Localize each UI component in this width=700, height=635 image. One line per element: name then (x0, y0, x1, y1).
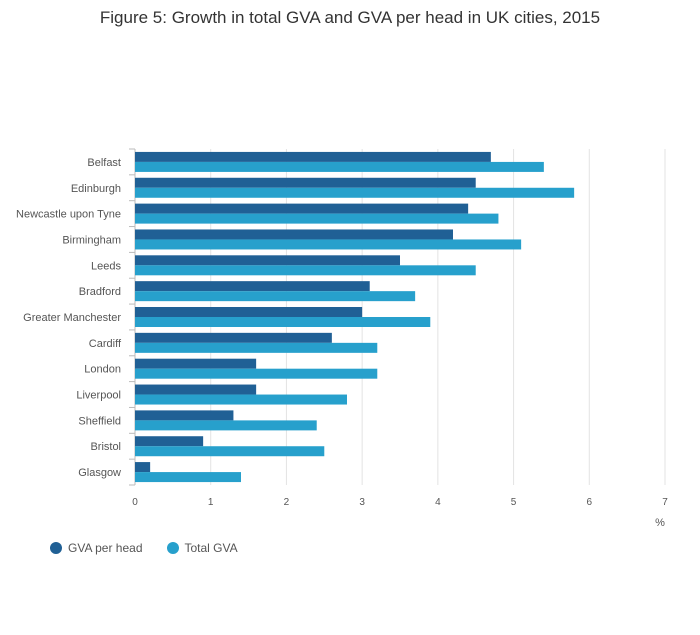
category-label: Belfast (87, 157, 121, 169)
x-tick-label: 2 (284, 497, 290, 508)
bar-gva-per-head (135, 255, 400, 266)
x-tick-label: 0 (132, 497, 138, 508)
category-label: Cardiff (89, 338, 122, 350)
bar-gva-per-head (135, 229, 453, 240)
bar-total-gva (135, 265, 476, 276)
bar-total-gva (135, 317, 431, 327)
bar-gva-per-head (135, 332, 332, 343)
bar-total-gva (135, 368, 378, 379)
bar-total-gva (135, 187, 575, 198)
category-label: Glasgow (78, 467, 121, 479)
bar-total-gva (135, 213, 499, 224)
bar-gva-per-head (135, 384, 257, 395)
bar-total-gva (135, 472, 241, 483)
bar-total-gva (135, 342, 378, 353)
category-label: Edinburgh (71, 183, 121, 195)
category-label: Newcastle upon Tyne (16, 209, 121, 221)
category-label: London (84, 364, 121, 376)
x-tick-label: 7 (662, 497, 668, 508)
bar-total-gva (135, 161, 544, 172)
bar-gva-per-head (135, 151, 491, 162)
x-tick-label: 6 (587, 497, 593, 508)
legend-swatch-gva-per-head (50, 542, 62, 554)
bar-gva-per-head (135, 281, 370, 292)
category-label: Sheffield (78, 415, 121, 427)
category-label: Bristol (90, 441, 121, 453)
bar-gva-per-head (135, 462, 151, 473)
category-label: Leeds (91, 260, 121, 272)
legend: GVA per head Total GVA (50, 541, 238, 555)
legend-label-gva-per-head: GVA per head (68, 541, 143, 555)
category-label: Greater Manchester (23, 312, 121, 324)
category-label: Birmingham (62, 234, 121, 246)
x-tick-label: 3 (359, 497, 365, 508)
legend-swatch-total-gva (166, 542, 179, 554)
x-tick-label: 4 (435, 497, 441, 508)
x-axis-unit-label: % (655, 517, 665, 529)
bar-total-gva (135, 420, 317, 431)
bar-gva-per-head (135, 203, 469, 214)
category-label: Liverpool (76, 390, 121, 402)
legend-item-gva-per-head[interactable]: GVA per head (50, 541, 143, 555)
legend-item-total-gva[interactable]: Total GVA (166, 541, 238, 555)
x-tick-label: 1 (208, 497, 214, 508)
bar-gva-per-head (135, 177, 476, 188)
bar-gva-per-head (135, 410, 234, 421)
chart-title: Figure 5: Growth in total GVA and GVA pe… (99, 8, 601, 27)
category-label: Bradford (79, 286, 121, 298)
bar-gva-per-head (135, 358, 257, 369)
bar-total-gva (135, 394, 347, 405)
bar-total-gva (135, 239, 522, 250)
bar-gva-per-head (135, 307, 363, 317)
x-tick-label: 5 (511, 497, 517, 508)
bar-total-gva (135, 291, 416, 302)
bar-gva-per-head (135, 436, 204, 447)
bar-total-gva (135, 446, 325, 457)
legend-label-total-gva: Total GVA (184, 541, 238, 555)
